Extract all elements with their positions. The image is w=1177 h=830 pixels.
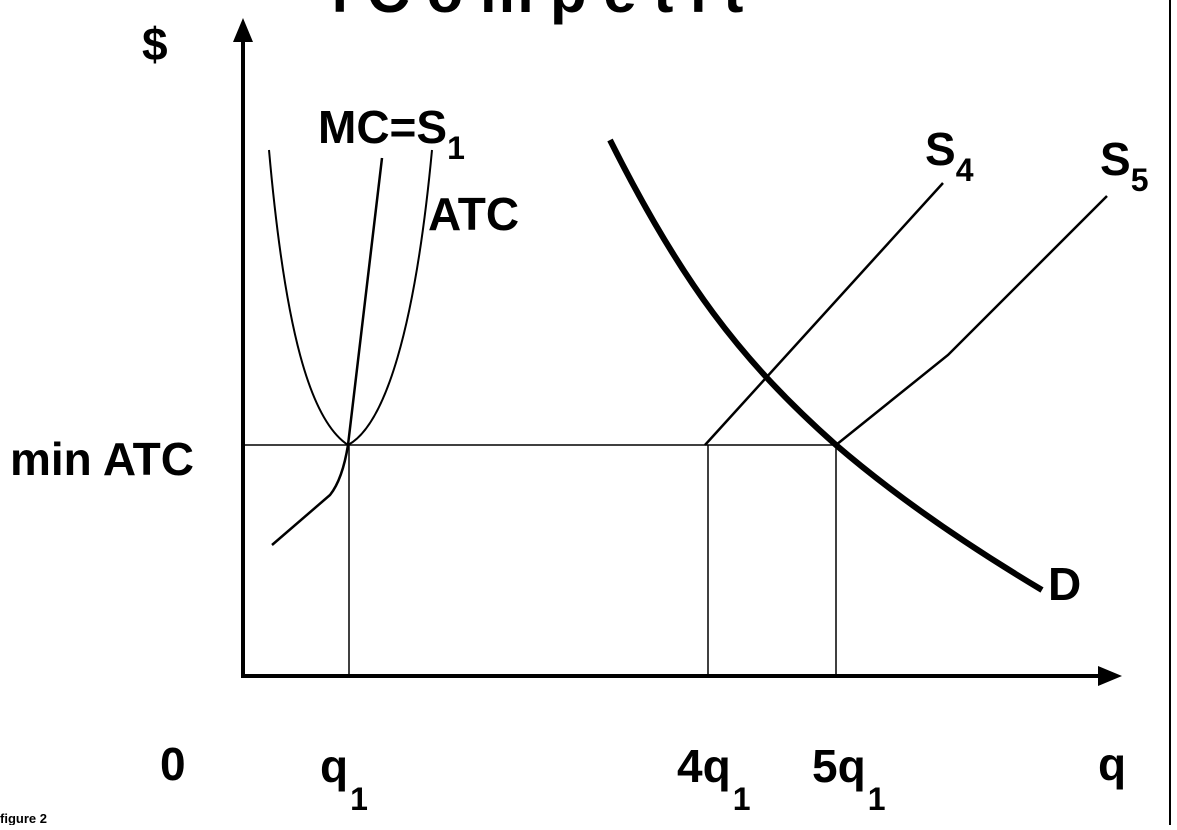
tick-4q1-main: 4q [677,740,731,792]
demand-label: D [1048,558,1081,610]
mc-s1-label: MC=S1 [318,101,465,166]
s4-label-main: S [925,123,956,175]
figure-caption: figure 2 [0,811,47,825]
tick-4q1: 4q1 [677,740,750,817]
mc-s1-label-sub: 1 [447,130,465,166]
atc-curve [268,149,433,447]
s5-label: S5 [1100,133,1148,198]
atc-label: ATC [428,188,519,240]
mc-s1-curve [271,157,384,546]
s5-label-main: S [1100,133,1131,185]
y-axis-label: $ [142,18,168,70]
tick-5q1-main: 5q [812,740,866,792]
tick-q1-sub: 1 [350,781,368,817]
min-atc-label: min ATC [10,433,194,485]
tick-5q1-sub: 1 [868,781,886,817]
x-axis-arrow [1098,666,1122,686]
title-fragment: f C o m p e t i t [330,0,743,25]
tick-5q1: 5q1 [812,740,885,817]
tick-q1: q1 [320,740,368,817]
s4-curve [704,182,944,446]
s5-label-sub: 5 [1131,162,1149,198]
demand-curve [607,138,1044,593]
x-axis-label: q [1098,738,1126,790]
s4-label: S4 [925,123,974,188]
mc-s1-label-main: MC=S [318,101,447,153]
s5-curve [835,195,1108,446]
origin-label: 0 [160,738,186,790]
y-axis-arrow [233,18,253,42]
tick-4q1-sub: 1 [733,781,751,817]
s4-label-sub: 4 [956,152,974,188]
tick-q1-main: q [320,740,348,792]
